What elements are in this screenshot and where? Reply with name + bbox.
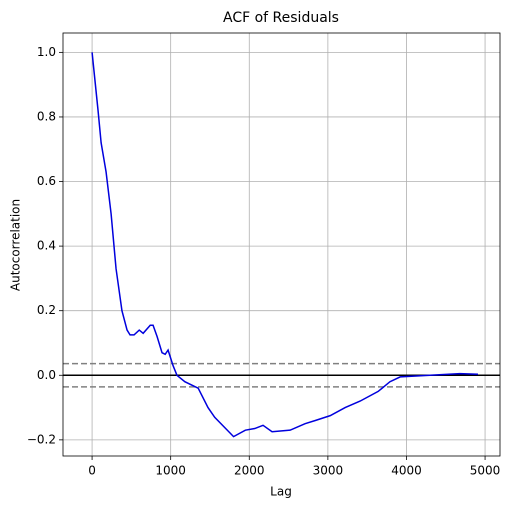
- y-tick-label: 0.2: [37, 303, 56, 317]
- x-tick-label: 5000: [470, 464, 501, 478]
- y-tick-label: 0.6: [37, 174, 56, 188]
- x-tick-label: 3000: [313, 464, 344, 478]
- x-tick-label: 4000: [391, 464, 422, 478]
- plot-frame: [62, 32, 501, 457]
- y-tick-label: 1.0: [37, 45, 56, 59]
- y-axis-label: Autocorrelation: [9, 199, 23, 291]
- x-tick-label: 0: [88, 464, 96, 478]
- y-tick-label: 0.0: [37, 368, 56, 382]
- y-tick-label: 0.4: [37, 239, 56, 253]
- data-line: [91, 52, 479, 438]
- chart-title: ACF of Residuals: [223, 10, 339, 26]
- y-tick-label: 0.8: [37, 109, 56, 123]
- x-axis-label: Lag: [270, 485, 292, 499]
- y-tick-label: −0.2: [27, 432, 56, 446]
- x-tick-label: 2000: [234, 464, 265, 478]
- x-tick-label: 1000: [155, 464, 186, 478]
